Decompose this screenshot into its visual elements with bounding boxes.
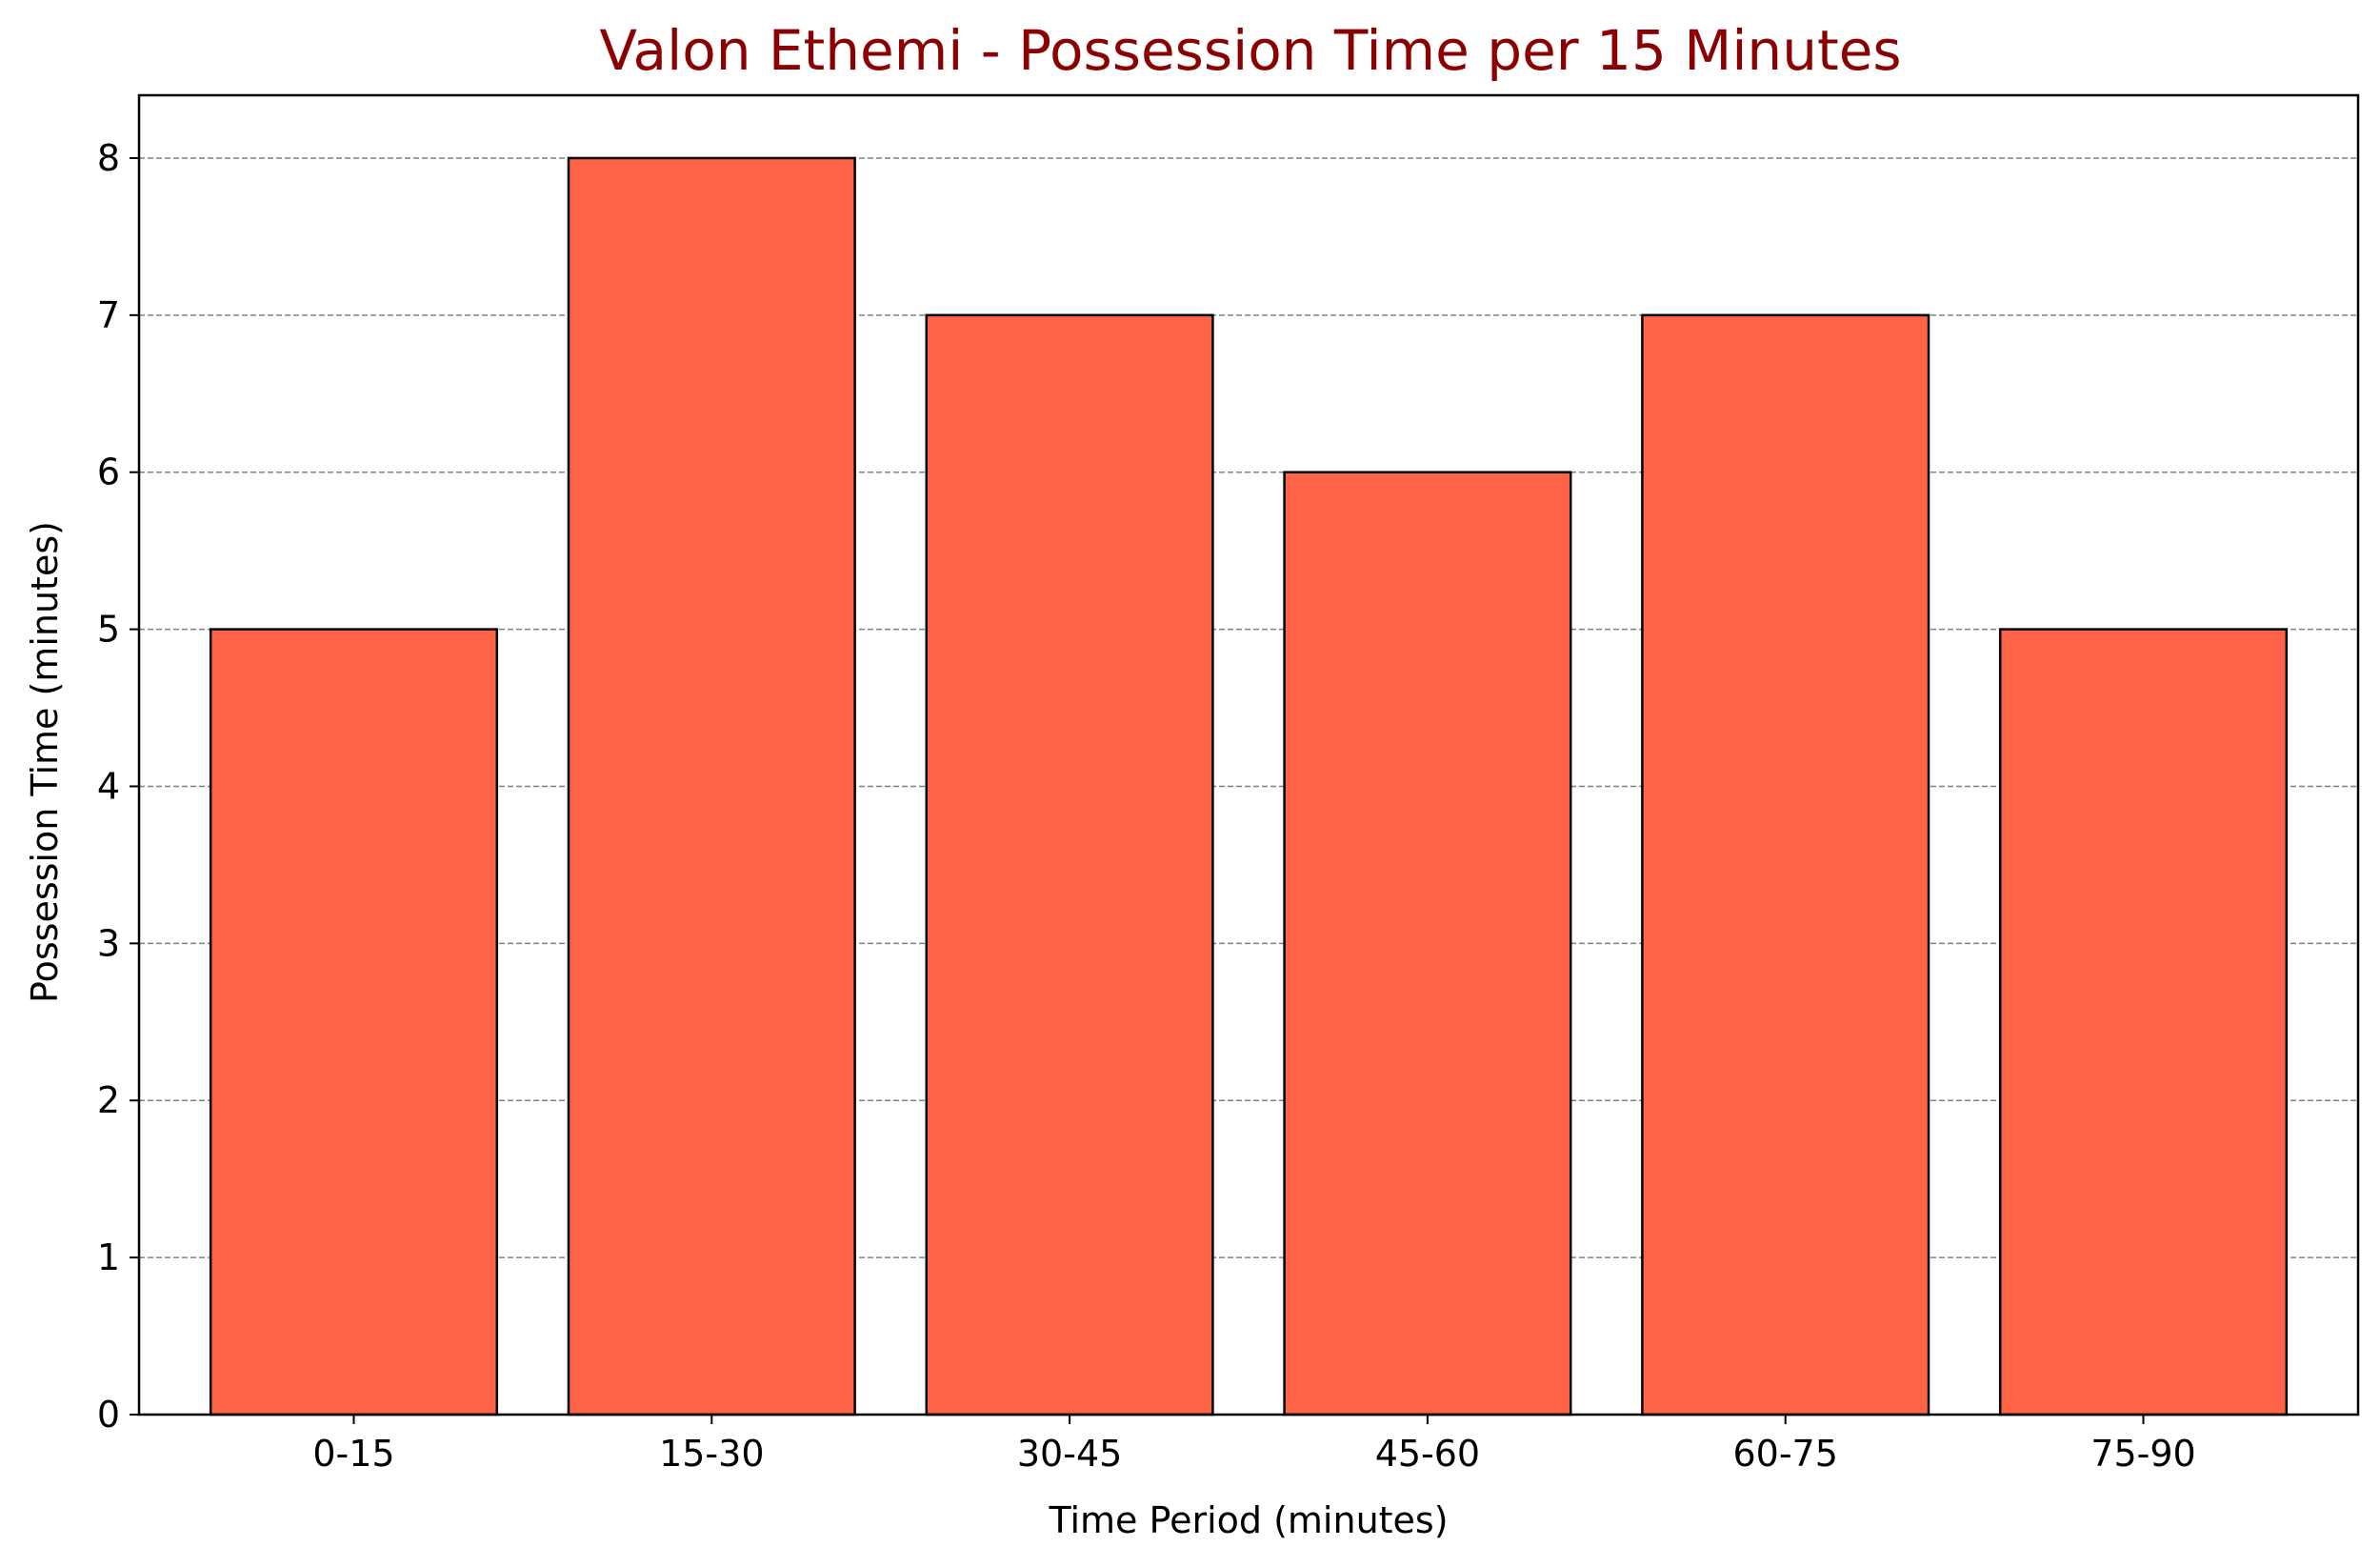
x-axis-label: Time Period (minutes) <box>1048 1499 1448 1541</box>
chart-title: Valon Ethemi - Possession Time per 15 Mi… <box>599 18 1901 83</box>
y-axis-label: Possession Time (minutes) <box>24 521 66 1003</box>
x-axis-ticks: 0-15 15-30 30-45 45-60 60-75 75-90 <box>312 1415 2196 1475</box>
y-tick-label: 6 <box>97 452 120 493</box>
x-tick-label: 0-15 <box>312 1433 394 1475</box>
y-tick-label: 0 <box>97 1394 120 1436</box>
bars <box>209 156 2289 1416</box>
bar-60-75 <box>1641 313 1930 1416</box>
bar-0-15 <box>209 628 499 1416</box>
x-tick-label: 60-75 <box>1732 1433 1837 1475</box>
x-tick-label: 15-30 <box>659 1433 764 1475</box>
plot-area-frame <box>137 93 2360 1416</box>
bar-45-60 <box>1283 471 1572 1416</box>
y-tick-label: 5 <box>97 609 120 651</box>
y-tick-label: 1 <box>97 1236 120 1278</box>
x-tick-label: 75-90 <box>2090 1433 2195 1475</box>
y-tick-label: 7 <box>97 294 120 336</box>
bar-30-45 <box>925 313 1214 1416</box>
bar-15-30 <box>567 156 856 1416</box>
y-tick-label: 3 <box>97 922 120 964</box>
y-tick-label: 8 <box>97 137 120 179</box>
x-tick-label: 30-45 <box>1017 1433 1122 1475</box>
y-tick-label: 2 <box>97 1079 120 1121</box>
y-tick-label: 4 <box>97 765 120 807</box>
y-axis-ticks: 0 1 2 3 4 5 6 7 8 <box>97 137 139 1436</box>
bar-75-90 <box>1998 628 2289 1416</box>
grid-lines <box>139 157 2358 1258</box>
x-tick-label: 45-60 <box>1375 1433 1480 1475</box>
